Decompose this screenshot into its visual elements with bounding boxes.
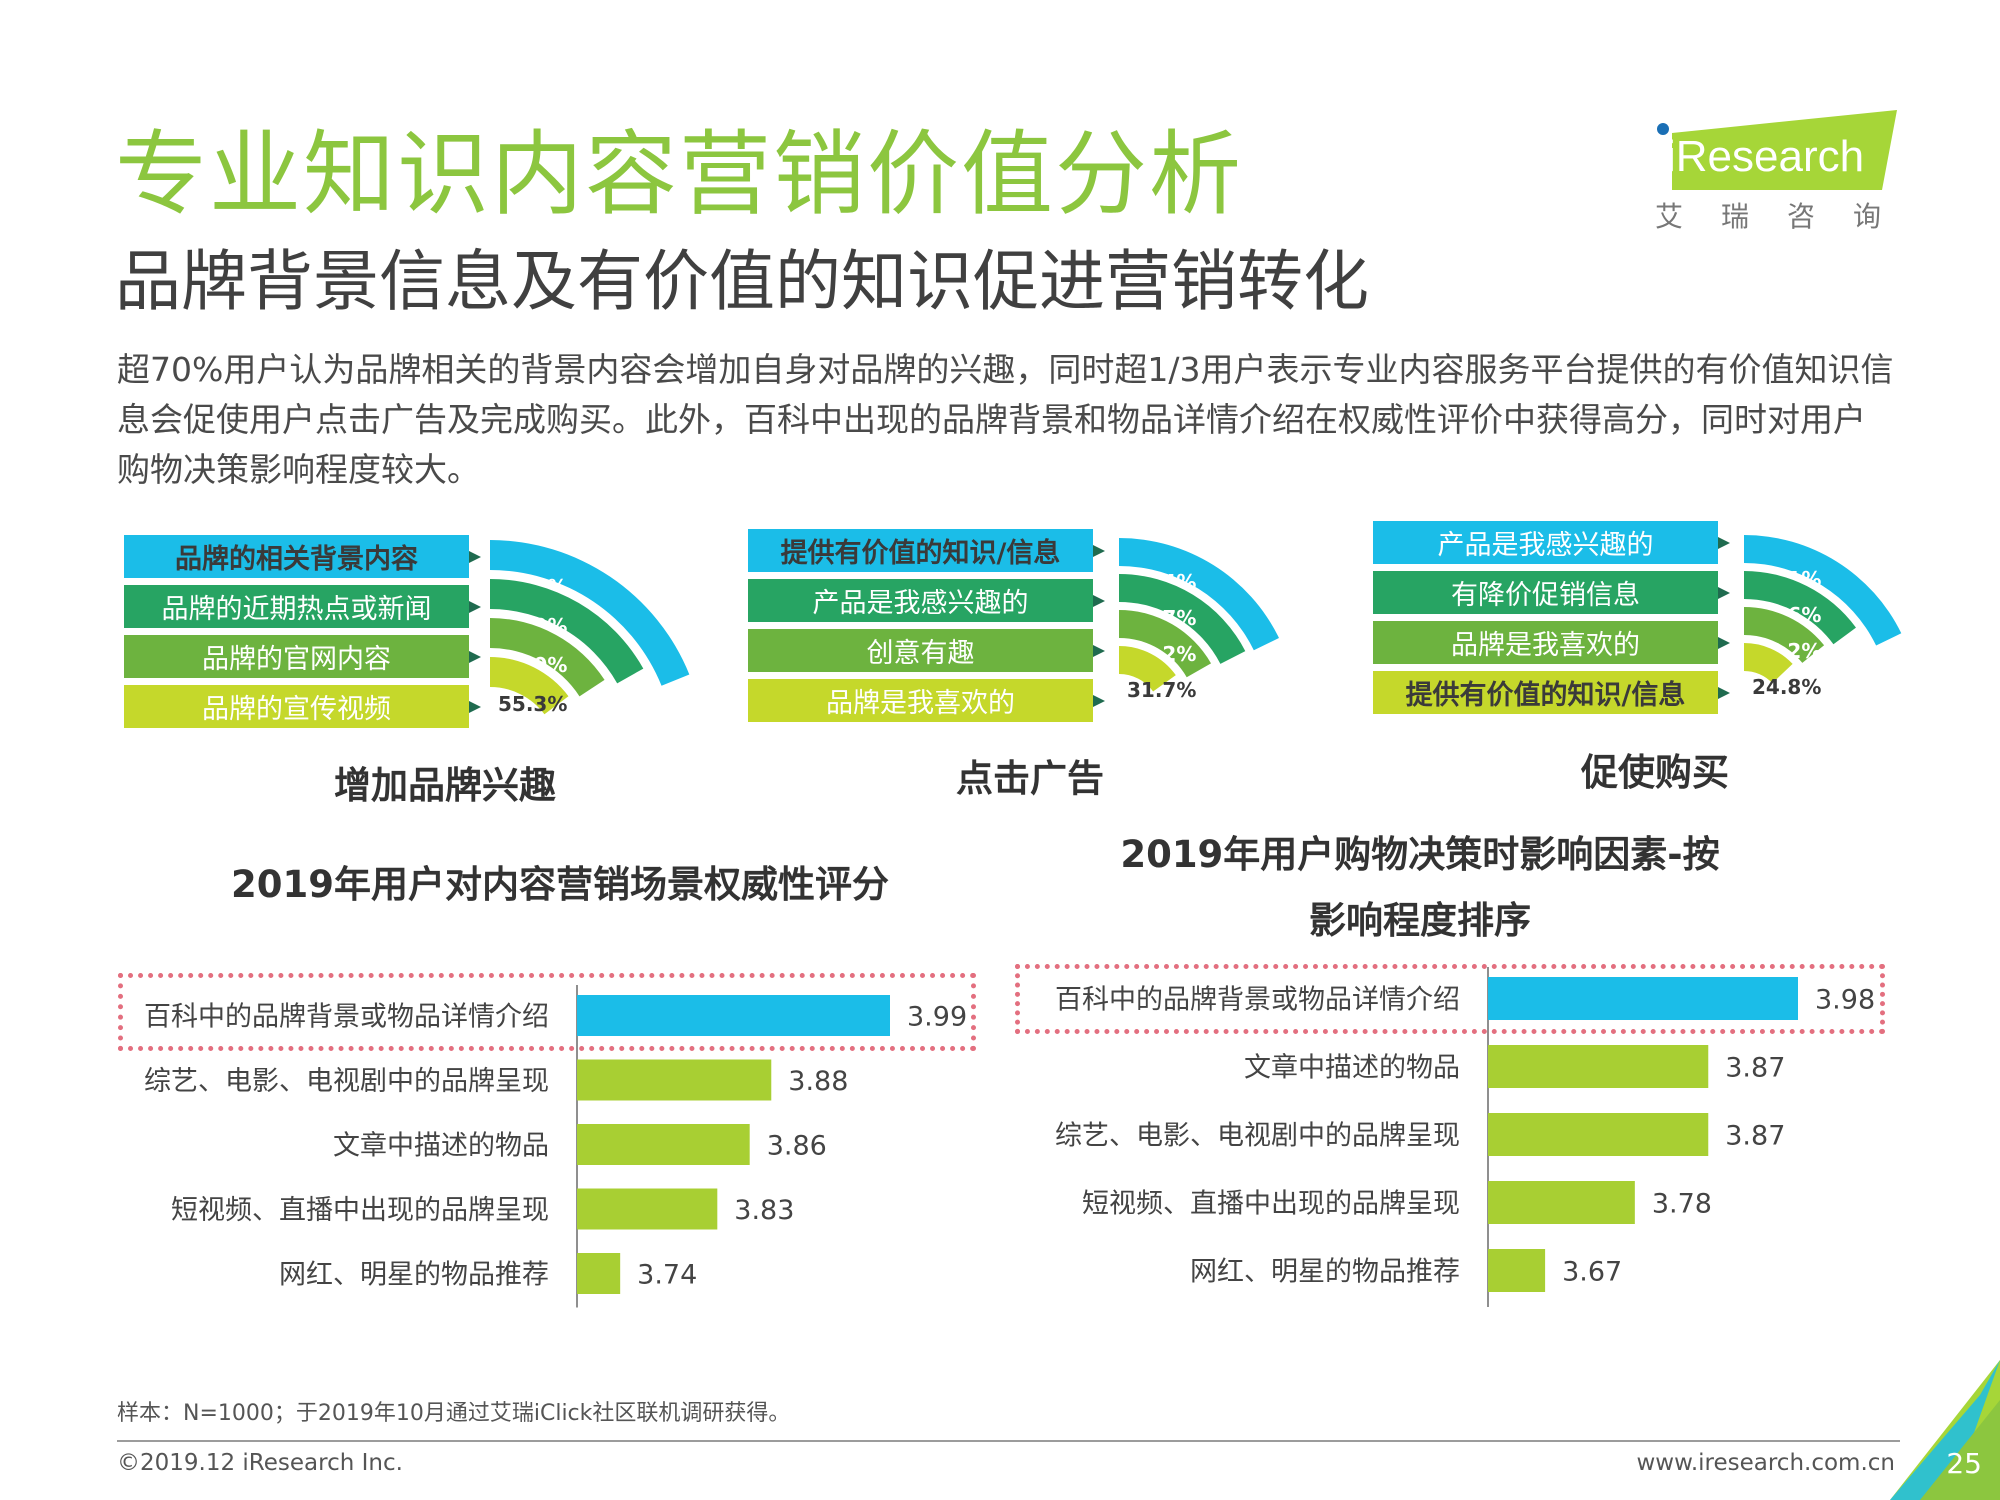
bar [577,1188,718,1230]
bar [1488,977,1798,1020]
interest-label-2: 品牌的近期热点或新闻 [124,585,481,628]
authority-highlight-box [118,973,976,1051]
footer-divider [117,1440,1900,1442]
value-label: 3.74 [637,1260,697,1291]
value-label: 3.99 [907,1002,967,1033]
click-label-1: 提供有价值的知识/信息 [748,529,1105,572]
logo-dot [1657,123,1669,135]
category-label: 网红、明星的物品推荐 [1190,1257,1460,1288]
purchase-label-2: 有降价促销信息 [1373,571,1730,614]
page-title: 专业知识内容营销价值分析 [115,121,1244,228]
arc-value-label: 24.8% [1752,675,1821,699]
iresearch-logo: iResearch [1657,110,1897,190]
bar [1488,1113,1709,1156]
bar [577,1253,621,1294]
click-label-2: 产品是我感兴趣的 [748,579,1105,622]
purchase-labels: 产品是我感兴趣的 有降价促销信息 品牌是我喜欢的 提供有价值的知识/信息 [1373,521,1730,721]
arc-segment [1119,646,1176,692]
arc-segment [1744,535,1902,646]
bar [577,1059,772,1101]
interest-label-1: 品牌的相关背景内容 [124,535,481,578]
click-label-4: 品牌是我喜欢的 [748,679,1105,722]
interest-label-3: 品牌的官网内容 [124,635,481,678]
sample-footnote: 样本：N=1000；于2019年10月通过艾瑞iClick社区联机调研获得。 [117,1401,791,1426]
description-text: 超70%用户认为品牌相关的背景内容会增加自身对品牌的兴趣，同时超1/3用户表示专… [117,350,1894,489]
category-label: 文章中描述的物品 [333,1131,549,1162]
purchase-chart-title: 促使购买 [1581,751,1729,794]
purchase-label-3: 品牌是我喜欢的 [1373,621,1730,664]
category-label: 综艺、电影、电视剧中的品牌呈现 [144,1066,549,1097]
logo-chinese-text: 艾瑞咨询 [1655,200,1920,233]
purchase-radial-chart: 34.1%28.6%27.2%24.8% [1744,535,1902,699]
interest-label-4: 品牌的宣传视频 [124,685,481,728]
category-label: 文章中描述的物品 [1244,1053,1460,1084]
website-link[interactable]: www.iresearch.com.cn [1636,1450,1896,1476]
value-label: 3.83 [734,1195,794,1226]
page-number: 25 [1946,1447,1982,1480]
value-label: 3.98 [1815,985,1875,1016]
page-subtitle: 品牌背景信息及有价值的知识促进营销转化 [115,243,1369,320]
value-label: 3.86 [767,1131,827,1162]
decision-chart-title: 2019年用户购物决策时影响因素-按影响程度排序 [1120,833,1720,942]
click-radial-chart: 37.4%36.7%35.2%31.7% [1119,538,1279,702]
interest-chart-title: 增加品牌兴趣 [334,764,556,807]
category-label: 短视频、直播中出现的品牌呈现 [1082,1189,1460,1220]
interest-radial-chart: 70.7%63.0%59.0%55.3% [490,540,690,716]
corner-decoration [1890,1360,2000,1500]
arc-segment [490,618,605,697]
arc-segment [1119,610,1212,678]
arc-segment [1744,607,1825,663]
arc-value-label: 31.7% [1127,678,1196,702]
value-label: 3.78 [1652,1189,1712,1220]
click-chart-title: 点击广告 [956,757,1104,800]
bar [577,1124,750,1165]
arc-value-label: 55.3% [498,692,567,716]
purchase-label-4: 提供有价值的知识/信息 [1373,671,1730,714]
bar [1488,1249,1546,1292]
authority-chart-title: 2019年用户对内容营销场景权威性评分 [231,863,889,906]
purchase-label-1: 产品是我感兴趣的 [1373,521,1730,564]
logo-text: iResearch [1666,132,1864,181]
click-label-3: 创意有趣 [748,629,1105,672]
copyright-text: ©2019.12 iResearch Inc. [117,1450,403,1476]
value-label: 3.87 [1725,1053,1785,1084]
click-labels: 提供有价值的知识/信息 产品是我感兴趣的 创意有趣 品牌是我喜欢的 [748,529,1105,729]
category-label: 综艺、电影、电视剧中的品牌呈现 [1055,1121,1460,1152]
arc-segment [490,657,569,715]
arc-segment [1744,643,1793,684]
bar [1488,1181,1635,1224]
decision-bar-chart: 百科中的品牌背景或物品详情介绍 3.98 文章中描述的物品 3.87 综艺、电影、电视剧… [1055,967,1875,1307]
category-label: 网红、明星的物品推荐 [279,1260,549,1291]
category-label: 短视频、直播中出现的品牌呈现 [171,1195,549,1226]
value-label: 3.67 [1562,1257,1622,1288]
bar [577,995,890,1036]
arc-segment [1119,538,1279,651]
arc-segment [490,579,644,684]
decision-highlight-box [1015,964,1885,1034]
value-label: 3.88 [788,1066,848,1097]
arc-segment [1119,574,1246,664]
category-label: 百科中的品牌背景或物品详情介绍 [144,1002,549,1033]
interest-labels: 品牌的相关背景内容 品牌的近期热点或新闻 品牌的官网内容 品牌的宣传视频 [124,535,481,735]
value-label: 3.87 [1725,1121,1785,1152]
logo-green-banner [1672,110,1897,190]
bar [1488,1045,1709,1088]
arc-segment [490,540,690,686]
authority-bar-chart: 百科中的品牌背景或物品详情介绍 3.99 综艺、电影、电视剧中的品牌呈现 3.88 文章… [144,985,967,1308]
category-label: 百科中的品牌背景或物品详情介绍 [1055,985,1460,1016]
arc-segment [1744,571,1856,645]
